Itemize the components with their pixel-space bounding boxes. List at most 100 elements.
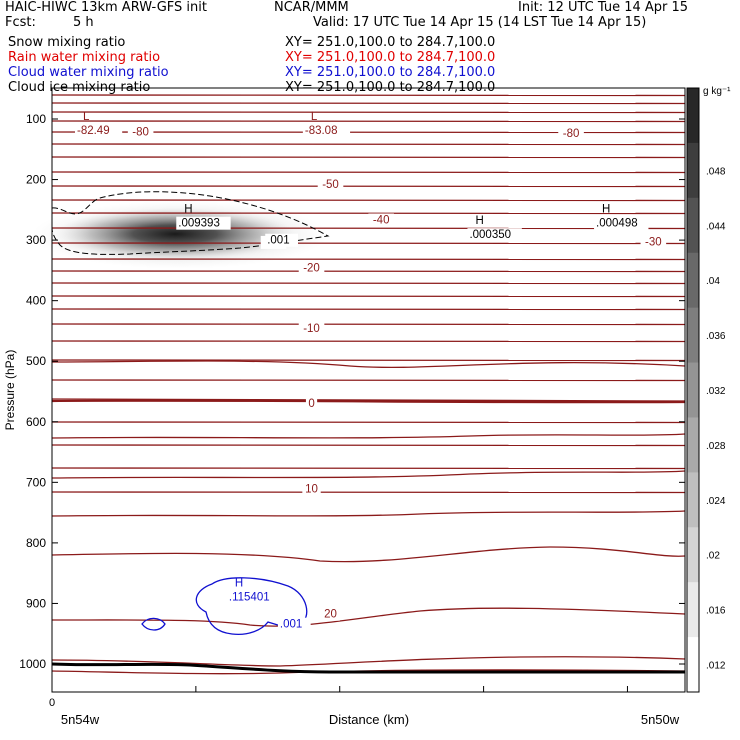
cloud-water-contour: [195, 577, 308, 636]
y-tick-label: 200: [26, 173, 46, 187]
isotherm-line: [51, 444, 686, 447]
extremum-value: .000350: [469, 229, 511, 241]
isotherm-line: [51, 308, 686, 311]
extremum-value-bg: [74, 124, 123, 138]
isotherm-label: 10: [305, 483, 318, 495]
colorbar-segment: [687, 252, 699, 309]
isotherm-line: [51, 360, 686, 369]
ground-line: [51, 662, 685, 674]
isotherm-line: [51, 258, 686, 261]
contour-value-label-bg: [277, 617, 311, 631]
isotherm-line: [51, 340, 686, 343]
cloud-water-contour-small: [141, 617, 166, 631]
isotherm-line: [51, 656, 686, 667]
colorbar-tick-label: .024: [706, 496, 726, 507]
extremum-value-bg: [176, 216, 231, 230]
cloud-ice-contour: [51, 191, 330, 255]
contour-value-label-bg: [265, 233, 299, 247]
isotherm-label-bg: [305, 397, 318, 411]
colorbar-tick-label: .02: [706, 551, 720, 562]
isotherm-line: [51, 120, 686, 123]
x-right-label: 5n50w: [641, 712, 680, 727]
isotherm-line: [51, 359, 686, 362]
colorbar-tick-label: .012: [706, 661, 726, 672]
y-tick-label: 700: [26, 475, 46, 489]
extremum-value-bg: [226, 590, 282, 604]
colorbar-tick-label: .048: [706, 166, 726, 177]
isotherm-line: [51, 242, 686, 245]
valid-time: Valid: 17 UTC Tue 14 Apr 15 (14 LST Tue …: [313, 15, 647, 30]
colorbar-segment: [687, 307, 699, 364]
extremum-kind: L: [311, 111, 318, 123]
y-tick-label: 800: [26, 536, 46, 550]
y-tick-label: 500: [26, 354, 46, 368]
init-time: Init: 12 UTC Tue 14 Apr 15: [518, 0, 689, 15]
extremum-value: .115401: [229, 591, 270, 603]
colorbar: g kg⁻¹ .048 .044 .04 .036 .032 .028 .024 .02 .016…: [686, 86, 731, 693]
model-line: HAIC-HIWC 13km ARW-GFS init: [5, 0, 207, 15]
extremum-value: .000498: [596, 218, 638, 230]
isotherm-label: -10: [303, 323, 320, 335]
other-contours: [51, 191, 685, 674]
colorbar-segment: [687, 417, 699, 473]
x-left-label: 5n54w: [61, 712, 100, 727]
colorbar-segment: [687, 472, 699, 528]
isotherm-label-bg: [321, 607, 340, 621]
isotherm-line: [51, 379, 686, 382]
snow-mixing-ratio-shading: [32, 201, 328, 269]
extremum-kind: H: [475, 215, 483, 227]
temperature-contours: [51, 94, 686, 675]
isotherm-label-bg: [558, 126, 584, 140]
field-xy: XY= 251.0,100.0 to 284.7,100.0: [285, 50, 496, 65]
contour-labels: -80-80-50-40-30-30-20-1001020L-82.49L-83…: [74, 111, 667, 631]
isotherm-line: [51, 510, 686, 517]
isotherm-line: [51, 171, 686, 174]
extremum-value-bg: [302, 124, 351, 138]
isotherm-line: [51, 546, 686, 563]
isotherm-line: [51, 295, 686, 298]
colorbar-tick-label: .016: [706, 606, 726, 617]
isotherm-line: [51, 467, 686, 470]
isotherm-line: [51, 270, 686, 273]
extremum-value: -82.49: [77, 125, 110, 137]
isotherm-line: [51, 607, 686, 627]
y-tick-label: 600: [26, 415, 46, 429]
isotherm-line: [51, 323, 686, 326]
isotherm-label: 20: [324, 609, 337, 621]
field-xy: XY= 251.0,100.0 to 284.7,100.0: [285, 35, 496, 50]
extremum-value-bg: [467, 228, 522, 242]
isotherm-label-bg: [640, 235, 667, 249]
isotherm-label-bg: [317, 177, 344, 191]
isotherm-label: -80: [563, 128, 580, 140]
isotherm-label: -20: [303, 262, 320, 274]
isotherm-label: -80: [132, 127, 149, 139]
fcst-value: 5 h: [73, 15, 94, 30]
isotherm-label-bg: [127, 125, 154, 139]
colorbar-segment: [687, 637, 699, 693]
isotherm-line: [51, 102, 686, 105]
isotherm-label: -40: [373, 215, 390, 227]
extremum-value: -83.08: [305, 125, 338, 137]
isotherm-label-bg: [298, 261, 325, 275]
isotherm-line: [51, 227, 686, 230]
isotherm-line: [51, 470, 686, 479]
field-label: Snow mixing ratio: [8, 35, 126, 50]
isotherm-line: [51, 111, 686, 114]
colorbar-segment: [687, 142, 699, 199]
y-tick-label: 100: [26, 112, 46, 126]
field-label: Cloud water mixing ratio: [8, 65, 169, 80]
isotherm-line: [51, 185, 686, 188]
colorbar-tick-label: .044: [706, 221, 726, 232]
isotherm-label: -30: [645, 236, 662, 248]
extremum-kind: H: [184, 204, 192, 216]
colorbar-segment: [687, 88, 699, 144]
y-tick-label: 400: [26, 294, 46, 308]
isotherm-line: [51, 156, 686, 159]
isotherm-label-bg: [368, 213, 394, 227]
x-axis-title: Distance (km): [329, 712, 409, 727]
colorbar-segment: [687, 197, 699, 254]
isotherm-label-bg: [302, 482, 321, 496]
colorbar-tick-label: .032: [706, 386, 726, 397]
colorbar-tick-label: .028: [706, 441, 726, 452]
